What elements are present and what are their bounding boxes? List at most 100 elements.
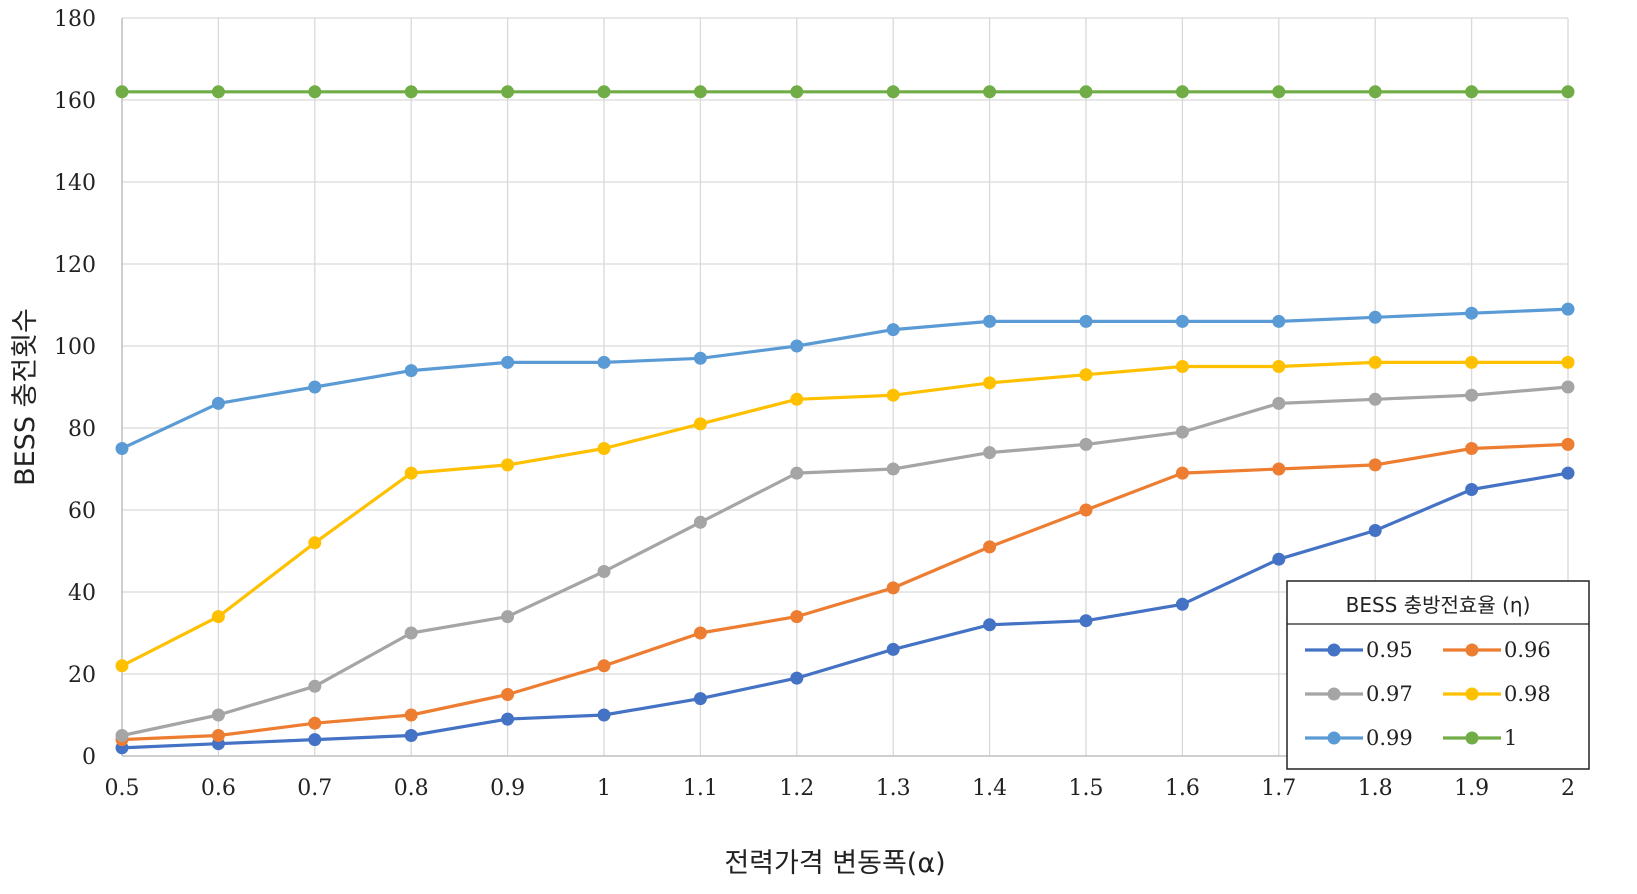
data-point (597, 355, 611, 369)
data-point (1079, 503, 1093, 517)
legend-label: 0.96 (1504, 638, 1551, 662)
x-tick-label: 0.5 (105, 776, 140, 801)
series-line (121, 360, 1568, 668)
x-tick-label: 1.5 (1069, 776, 1104, 801)
x-tick-label: 1.2 (779, 776, 814, 801)
x-tick-label: 1.4 (972, 776, 1007, 801)
data-point (597, 565, 611, 578)
data-point (308, 85, 322, 99)
x-tick-label: 1 (597, 776, 611, 801)
series-0.97 (115, 380, 1575, 742)
data-point (597, 708, 611, 722)
data-point (790, 610, 804, 624)
data-point (1465, 355, 1479, 369)
data-point (693, 351, 707, 365)
data-point (983, 85, 997, 99)
data-point (404, 729, 418, 742)
data-point (1175, 425, 1189, 439)
series-line (121, 471, 1569, 750)
data-point (115, 85, 129, 99)
y-tick-label: 100 (54, 335, 96, 360)
y-tick-label: 40 (68, 581, 96, 606)
y-axis-title: BESS 충전횟수 (10, 308, 41, 486)
legend-swatch-marker (1465, 643, 1479, 657)
legend-swatch-marker (1465, 731, 1479, 745)
data-point (1465, 306, 1479, 320)
data-point (983, 446, 997, 460)
data-point (115, 729, 129, 742)
x-tick-label: 0.6 (201, 776, 236, 801)
x-tick-label: 0.8 (394, 776, 429, 801)
series-line (121, 442, 1569, 742)
y-tick-label: 120 (54, 253, 96, 278)
data-point (886, 462, 900, 476)
x-tick-label: 1.1 (683, 776, 718, 801)
data-point (1561, 355, 1575, 369)
y-tick-label: 160 (54, 89, 96, 114)
data-point (404, 85, 418, 99)
data-point (1561, 85, 1575, 99)
data-point (501, 458, 515, 472)
legend-label: 0.95 (1366, 638, 1413, 662)
data-point (1175, 85, 1189, 99)
data-point (501, 688, 515, 701)
series-1 (115, 85, 1575, 99)
data-point (1561, 302, 1575, 316)
data-point (1079, 437, 1093, 451)
data-point (1465, 388, 1479, 402)
legend-item-0.99: 0.99 (1305, 726, 1413, 750)
data-point (211, 729, 225, 742)
y-tick-label: 80 (68, 417, 96, 442)
data-point (1272, 552, 1286, 566)
data-point (308, 716, 322, 730)
data-point (886, 642, 900, 656)
legend-item-0.97: 0.97 (1305, 682, 1413, 706)
series-0.96 (115, 437, 1575, 747)
series-0.95 (115, 466, 1575, 755)
data-point (693, 626, 707, 640)
data-point (1079, 614, 1093, 628)
x-tick-label: 1.7 (1261, 776, 1296, 801)
data-point (1079, 314, 1093, 328)
data-point (1368, 524, 1382, 537)
data-point (886, 581, 900, 595)
data-point (983, 540, 997, 554)
legend-item-1: 1 (1443, 726, 1517, 750)
data-point (501, 712, 515, 726)
x-axis-title: 전력가격 변동폭(α) (724, 848, 945, 879)
legend-item-0.96: 0.96 (1443, 638, 1551, 662)
data-point (1561, 466, 1575, 480)
x-tick-label: 2 (1561, 776, 1575, 801)
data-point (211, 85, 225, 99)
data-point (983, 618, 997, 632)
data-point (983, 376, 997, 390)
data-point (115, 442, 129, 455)
legend-items: 0.95 0.96 0.97 0.98 0.99 1 (1305, 638, 1551, 750)
data-point (115, 659, 129, 673)
data-point (404, 466, 418, 480)
y-tick-label: 0 (82, 745, 96, 770)
data-point (790, 392, 804, 406)
data-point (1272, 314, 1286, 328)
data-point (1368, 392, 1382, 406)
legend-swatch-marker (1327, 731, 1341, 745)
data-point (1561, 380, 1575, 394)
data-point (1368, 355, 1382, 369)
data-point (1368, 310, 1382, 324)
tick-labels: 0 20 40 60 80 100 120 140 160 180 0.5 0.6 0.7 0.8 0.9 1… (54, 7, 1575, 801)
y-tick-label: 180 (54, 7, 96, 32)
data-point (790, 339, 804, 353)
data-point (501, 610, 515, 624)
data-point (693, 515, 707, 529)
x-tick-label: 1.3 (876, 776, 911, 801)
data-point (886, 85, 900, 99)
data-point (597, 442, 611, 455)
data-point (1465, 442, 1479, 455)
legend-swatch-marker (1327, 643, 1341, 657)
legend-title: BESS 충방전효율 (η) (1346, 593, 1531, 617)
data-point (1368, 85, 1382, 99)
series-line (121, 307, 1569, 450)
series-lines (115, 85, 1575, 755)
data-point (308, 380, 322, 394)
